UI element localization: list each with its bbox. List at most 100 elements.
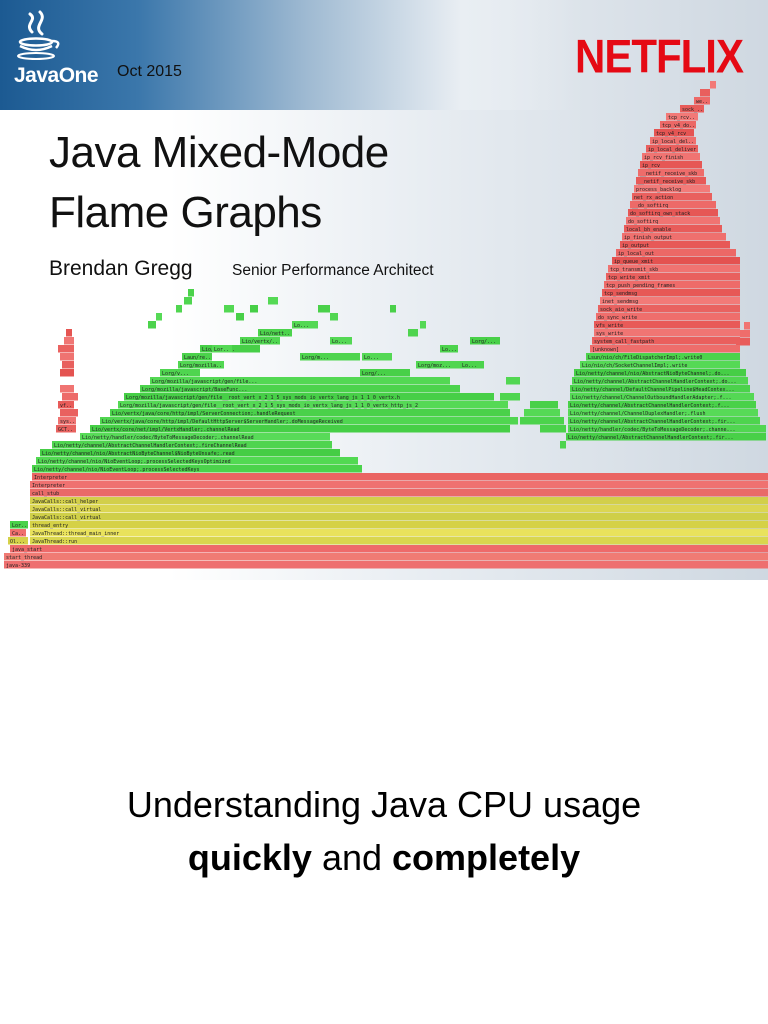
flame-frame: Lorg/mozilla/javascript/BaseFunc... (140, 385, 460, 393)
flame-frame: Lio/netty/channel/nio/NioEventLoop;.proc… (36, 457, 358, 465)
flame-frame-label: Lio/netty/channel/nio/AbstractNioByteCha… (42, 451, 235, 457)
flame-frame-label: Ca.. (12, 531, 24, 537)
flame-frame-label: Lo... (294, 323, 309, 329)
flame-frame-label: Lo... (332, 339, 347, 345)
caption-and: and (311, 837, 393, 878)
flame-frame: JavaCalls::call_helper (30, 497, 768, 505)
flame-frame: JavaThread::thread_main_inner (30, 529, 768, 537)
flame-frame-label: sys.. (60, 419, 75, 425)
flame-frame (524, 409, 560, 417)
flame-frame: ip_local_deliver (646, 145, 698, 153)
flame-frame-label: system_call_fastpath (594, 339, 654, 345)
flame-frame: sys.. (58, 417, 76, 425)
flame-frame-label: tcp_v4_rcv (656, 131, 686, 137)
flame-frame: Lio/netty/channel/nio/AbstractNioByteCha… (574, 369, 746, 377)
flame-frame: Lio/vertx/.. (240, 337, 280, 345)
flame-frame: inet_sendmsg (600, 297, 740, 305)
flame-frame-label: do_sync_write (598, 315, 637, 321)
flame-frame: tcp_write_xmit (606, 273, 740, 281)
flame-frame: __do_softirq (630, 201, 716, 209)
author-name: Brendan Gregg (49, 257, 193, 280)
flame-frame-label: Lorg/mozilla/javascript/gen/file... (152, 379, 257, 385)
flame-frame-label: Lio/netty/channel/nio/AbstractNioByteCha… (576, 371, 730, 377)
flame-frame: sys_write (594, 329, 740, 337)
flame-frame (408, 329, 418, 337)
flame-frame-label: Lio/netty/channel/AbstractChannelHandler… (54, 443, 247, 449)
flame-frame: vfs_write (594, 321, 740, 329)
flame-frame-label: __netif_receive_skb (638, 179, 695, 185)
flame-frame (736, 338, 750, 346)
flame-frame: thread_entry (30, 521, 768, 529)
flame-frame-label: start_thread (6, 555, 42, 561)
flame-frame-label: net_rx_action (634, 195, 673, 201)
flame-frame-label: Lorg/moz... (418, 363, 451, 369)
flame-frame (60, 353, 74, 361)
flame-frame-label: Ol... (10, 539, 25, 545)
flame-frame: ip_queue_xmit (612, 257, 740, 265)
flame-frame: Lio/nett.. (258, 329, 292, 337)
flame-frame (330, 313, 338, 321)
flame-frame-label: JavaThread::run (32, 539, 77, 545)
flame-frame-label: Lio/nio/ch/SocketChannelImpl;.write (582, 363, 687, 369)
flame-frame-label: Lorg/mozilla.. (180, 363, 222, 369)
flame-frame: ip_rcv_finish (642, 153, 700, 161)
flame-frame (710, 81, 716, 89)
flame-frame: tcp_rcv.. (666, 113, 698, 121)
flame-frame-label: ip_output (622, 243, 649, 249)
flame-frame-label: Lorg/m... (302, 355, 329, 361)
caption-line1-text: Understanding Java CPU usage (126, 784, 642, 825)
flame-frame: Lorg/mozilla/javascript/gen/file... (150, 377, 450, 385)
flame-frame-label: ip_local_del.. (652, 139, 694, 145)
flame-frame: Lorg/v... (160, 369, 200, 377)
flame-frame-label: ip_rcv_finish (644, 155, 683, 161)
flame-frame: tcp_v4_rcv (654, 129, 694, 137)
flame-frame-label: [unknown] (592, 347, 619, 353)
caption-bold-completely: completely (392, 837, 581, 878)
flame-frame: Lo... (440, 345, 458, 353)
flame-frame (188, 289, 194, 297)
flame-frame: GCT.. (56, 425, 76, 433)
flame-frame (744, 322, 750, 330)
flame-frame-label: __netif_receive_skb (640, 171, 697, 177)
flame-frame-label: ip_local_out (618, 251, 654, 257)
caption-line2: quickly and completely (0, 837, 768, 879)
flame-frame: Lsun/nio/ch/FileDispatcherImpl;.write0 (586, 353, 740, 361)
flame-frame: Lorg/mozilla.. (178, 361, 224, 369)
flame-frame: Lio/netty/channel/ChannelDuplexHandler;.… (568, 409, 758, 417)
flame-frame: Lo... (292, 321, 318, 329)
flame-frame-label: Lio/vertx/java/core/http/impl/DefaultHtt… (102, 419, 343, 425)
flame-frame (60, 385, 74, 393)
flame-frame: JavaThread::run (30, 537, 768, 545)
flame-frame-label: Lor.. (214, 347, 229, 353)
flame-frame: Lio/netty/channel/nio/AbstractNioByteCha… (40, 449, 340, 457)
flame-frame-label: ip_queue_xmit (614, 259, 653, 265)
flame-frame: Lio/netty/handler/codec/ByteToMessageDec… (568, 425, 766, 433)
flame-frame-label: Laun/re.. (184, 355, 211, 361)
flame-frame (268, 297, 278, 305)
flame-frame-label: sock_.. (682, 107, 703, 113)
flame-frame (318, 305, 330, 313)
flame-frame-label: sock_aio_write (600, 307, 642, 313)
flame-frame-label: Lorg/... (362, 371, 386, 377)
flame-frame: ip_output (620, 241, 730, 249)
flame-frame: sock_aio_write (598, 305, 740, 313)
event-date: Oct 2015 (117, 63, 182, 80)
flame-frame (58, 345, 74, 353)
flame-frame-label: JavaCalls::call_helper (32, 499, 98, 505)
flame-frame (184, 297, 192, 305)
flame-frame-label: Lio/vertx/.. (242, 339, 278, 345)
flame-frame (530, 401, 558, 409)
flame-frame (176, 305, 182, 313)
flame-frame: Lio/netty/channel/AbstractChannelHandler… (52, 441, 332, 449)
flame-frame: tcp_transmit_skb (608, 265, 740, 273)
flame-frame-label: JavaCalls::call_virtual (32, 515, 101, 521)
flame-frame-label: Lio/vertx/core/net/impl/VertxHandler;.ch… (92, 427, 240, 433)
flame-graph: java-339 start_thread java_start JavaThread… (4, 81, 768, 569)
flame-frame (62, 361, 74, 369)
flame-frame: ip_rcv (640, 161, 702, 169)
flame-frame: system_call_fastpath (592, 337, 740, 345)
flame-frame-label: thread_entry (32, 523, 68, 529)
flame-frame: Lio/netty/channel/AbstractChannelHandler… (572, 377, 748, 385)
flame-frame-label: Lorg/mozilla/javascript/BaseFunc... (142, 387, 247, 393)
flame-frame: Lorg/m... (300, 353, 360, 361)
